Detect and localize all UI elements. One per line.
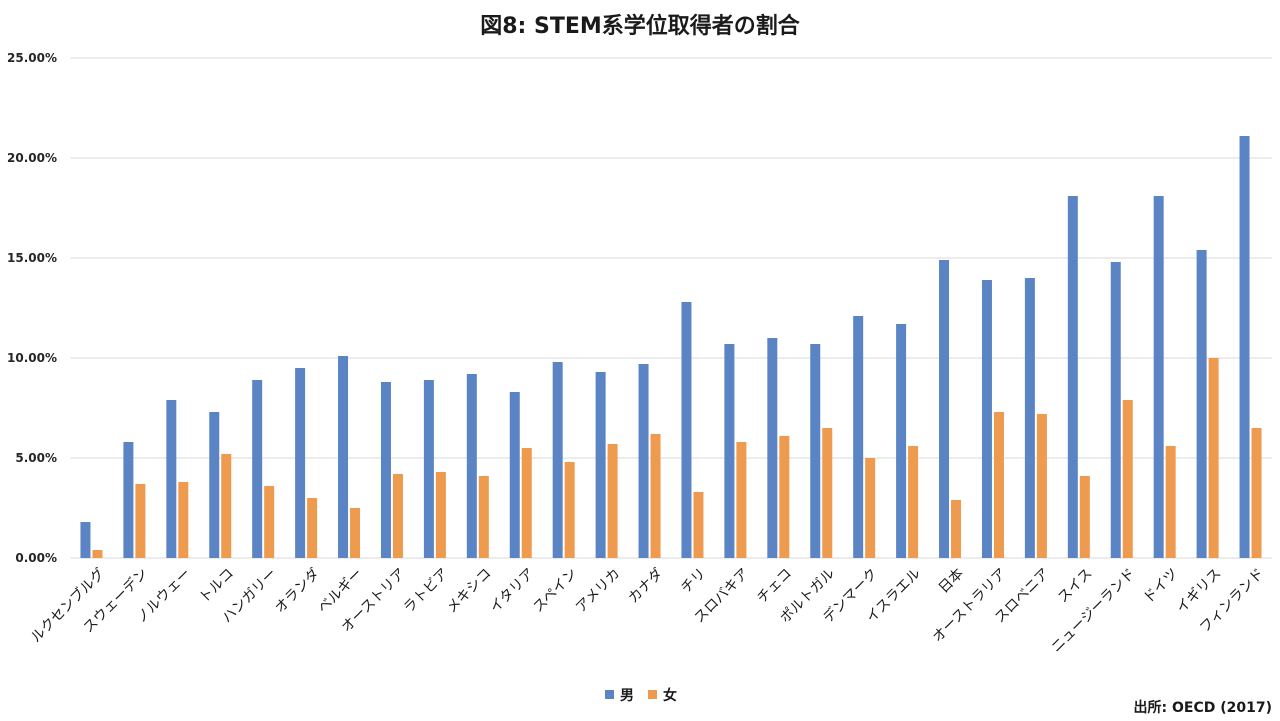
- bar-female: [392, 474, 403, 558]
- y-tick-label: 5.00%: [15, 451, 57, 465]
- bar-male: [209, 412, 220, 558]
- bar-male: [724, 344, 735, 558]
- bar-female: [350, 508, 361, 558]
- y-tick-label: 0.00%: [15, 551, 57, 565]
- y-tick-label: 25.00%: [7, 51, 57, 65]
- bar-female: [908, 446, 919, 558]
- chart-title: 図8: STEM系学位取得者の割合: [480, 13, 801, 39]
- bar-female: [478, 476, 489, 558]
- bar-male: [295, 368, 306, 558]
- bar-female: [521, 448, 532, 558]
- source-note: 出所: OECD (2017): [1134, 699, 1272, 716]
- bar-female: [951, 500, 962, 558]
- bar-female: [693, 492, 704, 558]
- legend-label-female: 女: [663, 687, 677, 704]
- bar-female: [993, 412, 1004, 558]
- legend-label-male: 男: [620, 688, 634, 704]
- bar-male: [981, 280, 992, 558]
- bar-female: [307, 498, 318, 558]
- bar-male: [638, 364, 649, 558]
- bar-male: [681, 302, 692, 558]
- y-tick-label: 15.00%: [7, 251, 57, 265]
- bar-female: [607, 444, 618, 558]
- bar-male: [423, 380, 434, 558]
- bar-female: [650, 434, 661, 558]
- bar-female: [865, 458, 876, 558]
- bar-male: [767, 338, 778, 558]
- bar-male: [380, 382, 391, 558]
- y-axis-tick-labels: 0.00% 5.00% 10.00% 15.00% 20.00% 25.00%: [7, 51, 57, 565]
- legend-swatch-female: [648, 690, 657, 699]
- bar-male: [853, 316, 864, 558]
- legend-swatch-male: [605, 690, 614, 699]
- bar-female: [92, 550, 103, 558]
- bar-male: [80, 522, 91, 558]
- bar-male: [1239, 136, 1250, 558]
- bar-female: [1165, 446, 1176, 558]
- y-tick-label: 10.00%: [7, 351, 57, 365]
- bar-male: [1110, 262, 1121, 558]
- bar-male: [509, 392, 520, 558]
- bar-male: [166, 400, 177, 558]
- y-tick-label: 20.00%: [7, 151, 57, 165]
- bar-female: [1036, 414, 1047, 558]
- bar-female: [564, 462, 575, 558]
- bar-female: [135, 484, 146, 558]
- bar-female: [1208, 358, 1219, 558]
- bar-male: [1067, 196, 1078, 558]
- bar-male: [123, 442, 134, 558]
- bar-male: [338, 356, 349, 558]
- bar-male: [810, 344, 821, 558]
- bar-female: [736, 442, 747, 558]
- bar-female: [264, 486, 275, 558]
- bar-female: [178, 482, 189, 558]
- bar-male: [252, 380, 263, 558]
- bar-male: [466, 374, 477, 558]
- bar-male: [1024, 278, 1035, 558]
- bar-female: [822, 428, 833, 558]
- bar-male: [595, 372, 606, 558]
- bars: [80, 136, 1262, 558]
- bar-male: [1153, 196, 1164, 558]
- bar-male: [1196, 250, 1207, 558]
- bar-female: [221, 454, 232, 558]
- bar-female: [1122, 400, 1133, 558]
- bar-female: [435, 472, 446, 558]
- bar-female: [1079, 476, 1090, 558]
- bar-male: [896, 324, 907, 558]
- bar-female: [1251, 428, 1262, 558]
- legend: 男 女: [605, 687, 677, 704]
- bar-male: [939, 260, 950, 558]
- bar-male: [552, 362, 563, 558]
- bar-female: [779, 436, 790, 558]
